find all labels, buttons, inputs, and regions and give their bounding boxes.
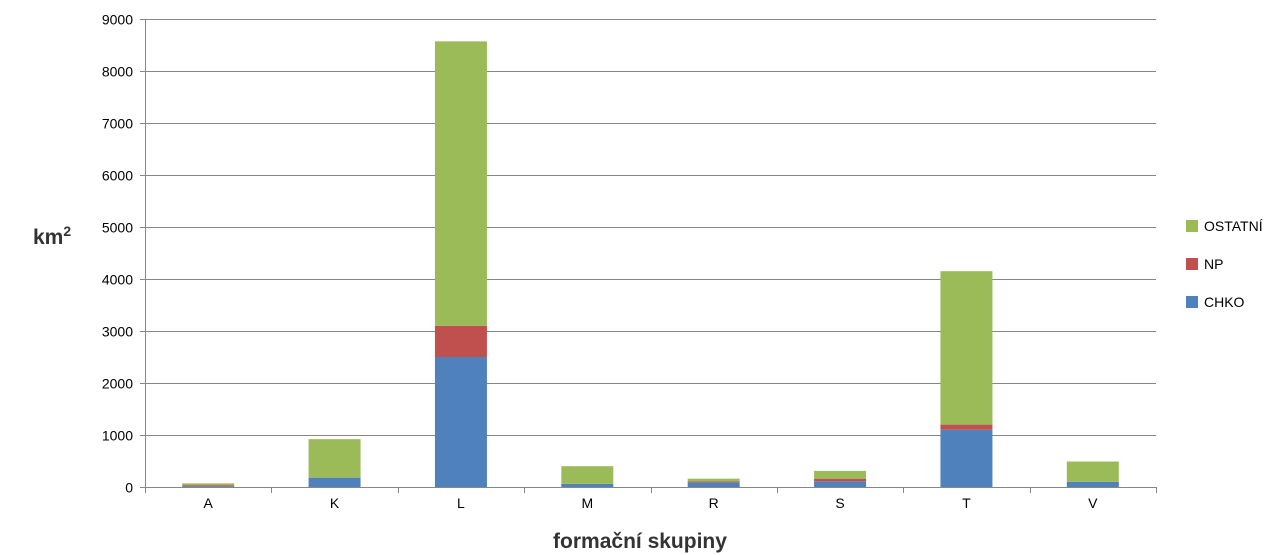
y-tick-labels: 0 1000 2000 3000 4000 5000 6000 7000 8000 9000 (102, 12, 133, 496)
bar-R-np (687, 481, 740, 483)
x-tick-label: A (204, 495, 214, 511)
y-tick-label: 0 (125, 480, 133, 496)
x-tick-label: R (709, 495, 719, 511)
legend-label: OSTATNÍ (1204, 218, 1263, 234)
y-tick-label: 4000 (102, 272, 133, 288)
y-tick-label: 5000 (102, 220, 133, 236)
bar-T-chko (940, 429, 993, 487)
bar-M-chko (561, 483, 614, 487)
x-tick-label: S (835, 495, 844, 511)
bar-T-ostatní (940, 271, 993, 425)
bar-V-ostatní (1066, 461, 1119, 482)
bar-M-ostatní (561, 466, 614, 484)
bar-S-ostatní (814, 470, 867, 479)
legend-label: NP (1204, 256, 1223, 272)
x-tick-label: M (581, 495, 593, 511)
bar-K-chko (308, 477, 361, 487)
legend-label: CHKO (1204, 294, 1245, 310)
bar-A-np (182, 485, 235, 487)
gridlines (140, 19, 1156, 488)
y-tick-label: 2000 (102, 376, 133, 392)
x-tick-label: V (1088, 495, 1098, 511)
axes (145, 19, 1157, 493)
bar-T-np (940, 424, 993, 430)
legend: OSTATNÍ NP CHKO (1186, 218, 1263, 310)
bar-K-ostatní (308, 439, 361, 478)
y-tick-label: 7000 (102, 116, 133, 132)
bar-L-ostatní (434, 41, 487, 326)
bar-L-np (434, 325, 487, 357)
x-tick-label: K (330, 495, 340, 511)
x-tick-label: T (962, 495, 971, 511)
y-axis-title-base: km (33, 226, 63, 249)
legend-swatch-ostatní (1186, 220, 1198, 232)
legend-swatch-chko (1186, 296, 1198, 308)
bar-V-chko (1066, 481, 1119, 487)
y-axis-title-superscript: 2 (63, 223, 71, 239)
legend-swatch-np (1186, 258, 1198, 270)
bar-R-chko (687, 482, 740, 487)
bar-A-chko (182, 486, 235, 487)
y-tick-label: 9000 (102, 12, 133, 28)
y-tick-label: 3000 (102, 324, 133, 340)
bar-A-ostatní (182, 483, 235, 486)
y-tick-label: 6000 (102, 168, 133, 184)
y-axis-title: km2 (33, 223, 71, 249)
bar-L-chko (434, 357, 487, 487)
y-tick-label: 8000 (102, 64, 133, 80)
bar-R-ostatní (687, 478, 740, 482)
x-tick-label: L (457, 495, 465, 511)
bar-S-np (814, 478, 867, 482)
y-tick-label: 1000 (102, 428, 133, 444)
x-axis-title: formační skupiny (553, 530, 727, 553)
bar-S-chko (814, 481, 867, 487)
bars (182, 41, 1119, 487)
